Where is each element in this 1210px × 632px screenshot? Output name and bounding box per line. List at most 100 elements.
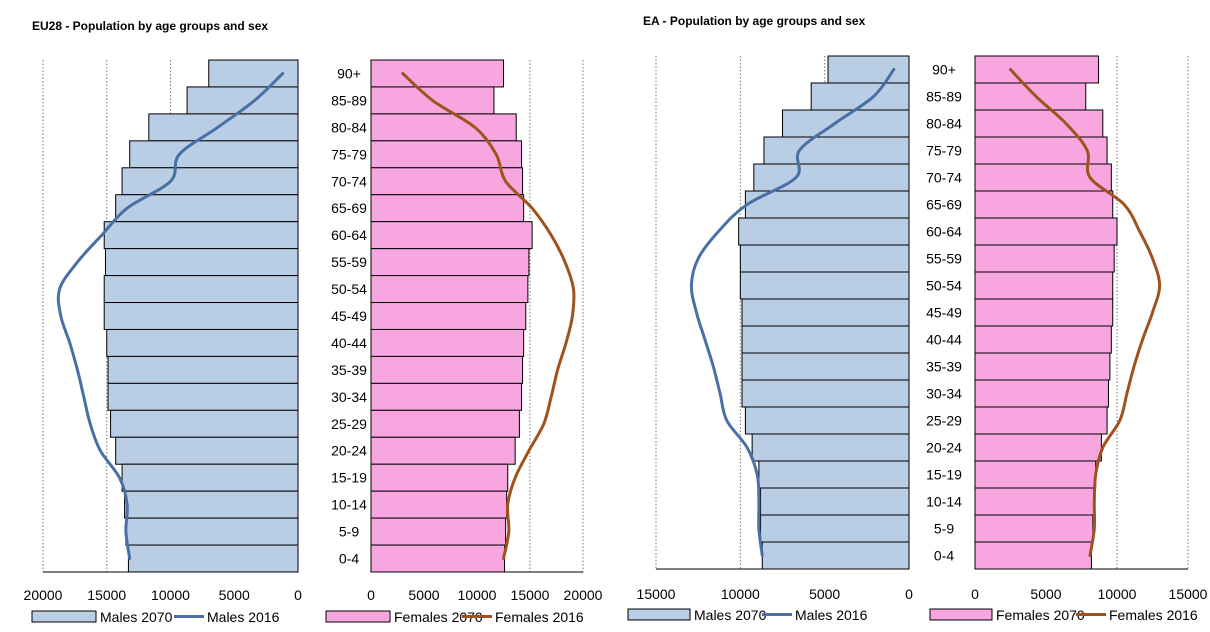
tick-label-males: 5000 [809, 586, 840, 602]
tick-label-females: 0 [367, 587, 375, 603]
bar-males-2070 [741, 298, 910, 327]
bar-females-2070 [370, 248, 530, 277]
age-group-label: 70-74 [926, 170, 962, 186]
legend-swatch-females-2070 [929, 608, 993, 621]
bar-males-2070 [125, 517, 299, 546]
tick-label-males: 5000 [219, 587, 250, 603]
line-males-2016 [689, 68, 896, 557]
age-group-label: 55-59 [331, 254, 367, 270]
bar-males-2070 [744, 406, 910, 435]
bar-males-2070 [121, 167, 299, 196]
chart-title: EA - Population by age groups and sex [643, 14, 866, 28]
bar-females-2070 [974, 244, 1115, 273]
legend-swatch-females-2070 [325, 610, 391, 623]
bar-females-2070 [370, 302, 527, 330]
bar-females-2070 [370, 59, 504, 88]
bar-females-2070 [370, 328, 525, 357]
tick-label-females: 20000 [564, 587, 603, 603]
tick-label-females: 5000 [1030, 586, 1061, 602]
bar-females-2070 [370, 490, 508, 519]
bar-males-2070 [106, 328, 299, 357]
tick-label-males: 10000 [721, 586, 760, 602]
bar-males-2070 [107, 382, 299, 411]
bar-males-2070 [107, 355, 299, 384]
age-group-label: 65-69 [926, 197, 962, 213]
bar-females-2070 [370, 167, 524, 196]
bar-females-2070 [370, 382, 523, 411]
bar-males-2070 [761, 541, 910, 570]
age-group-label: 15-19 [331, 470, 367, 486]
age-group-label: 35-39 [926, 359, 962, 375]
age-group-label: 85-89 [926, 89, 962, 105]
tick-label-females: 15000 [1169, 586, 1208, 602]
bar-males-2070 [741, 325, 910, 354]
age-group-label: 90+ [337, 65, 361, 81]
bar-females-2070 [370, 409, 520, 438]
bar-males-2070 [763, 136, 910, 165]
bar-females-2070 [974, 460, 1097, 489]
age-group-label: 40-44 [926, 332, 962, 348]
bar-females-2070 [974, 82, 1087, 111]
tick-label-females: 15000 [511, 587, 550, 603]
bar-females-2070 [974, 55, 1100, 84]
legend-label: Males 2016 [795, 607, 868, 623]
bar-females-2070 [974, 406, 1108, 435]
legend-label: Females 2016 [1109, 607, 1198, 623]
age-group-label: 35-39 [331, 362, 367, 378]
bar-males-2070 [124, 490, 299, 519]
bar-females-2070 [370, 517, 507, 546]
age-group-label: 0-4 [339, 551, 359, 567]
tick-label-females: 10000 [458, 587, 497, 603]
bar-males-2070 [127, 544, 299, 573]
bar-males-2070 [753, 163, 910, 192]
tick-label-females: 0 [971, 586, 979, 602]
bar-females-2070 [974, 109, 1104, 138]
bar-males-2070 [208, 59, 299, 88]
line-females-2016 [401, 72, 576, 560]
bar-females-2070 [974, 379, 1109, 408]
age-group-label: 25-29 [926, 413, 962, 429]
bar-females-2070 [974, 433, 1102, 462]
bar-males-2070 [129, 140, 299, 169]
age-group-label: 45-49 [331, 308, 367, 324]
bar-females-2070 [974, 298, 1114, 327]
legend: Males 2070 Males 2016 Females 2070 Females … [627, 607, 1198, 623]
age-group-label: 75-79 [926, 143, 962, 159]
age-group-label: 30-34 [926, 386, 962, 402]
age-group-label: 15-19 [926, 467, 962, 483]
bar-males-2070 [782, 109, 910, 138]
bar-females-2070 [370, 275, 529, 304]
tick-label-males: 15000 [87, 587, 126, 603]
bar-females-2070 [370, 113, 517, 142]
bar-males-2070 [827, 55, 910, 84]
age-group-label: 65-69 [331, 200, 367, 216]
bar-males-2070 [103, 302, 299, 330]
age-group-label: 25-29 [331, 416, 367, 432]
bar-males-2070 [760, 487, 910, 516]
age-group-label: 50-54 [926, 278, 962, 294]
age-group-label: 20-24 [926, 440, 962, 456]
bar-males-2070 [103, 221, 299, 250]
legend-label: Females 2016 [495, 609, 584, 625]
age-group-label: 5-9 [934, 521, 954, 537]
bar-males-2070 [115, 436, 299, 465]
line-males-2016 [56, 72, 285, 560]
bar-males-2070 [103, 275, 299, 304]
pyramid-chart-1: EU28 - Population by age groups and sex 9… [24, 19, 603, 625]
legend-swatch-males-2070 [31, 610, 97, 623]
tick-label-males: 20000 [24, 587, 63, 603]
bar-females-2070 [370, 463, 509, 492]
bar-females-2070 [370, 544, 506, 573]
legend-label: Females 2070 [394, 609, 483, 625]
age-group-label: 75-79 [331, 146, 367, 162]
pyramid-chart-2: EA - Population by age groups and sex 90+… [627, 14, 1208, 623]
bar-males-2070 [751, 433, 910, 462]
bar-males-2070 [744, 190, 910, 219]
bar-males-2070 [741, 379, 910, 408]
bar-females-2070 [974, 325, 1112, 354]
bar-females-2070 [974, 190, 1114, 219]
bar-males-2070 [148, 113, 299, 142]
age-group-label: 30-34 [331, 389, 367, 405]
bar-males-2070 [121, 463, 299, 492]
age-group-label: 60-64 [926, 224, 962, 240]
